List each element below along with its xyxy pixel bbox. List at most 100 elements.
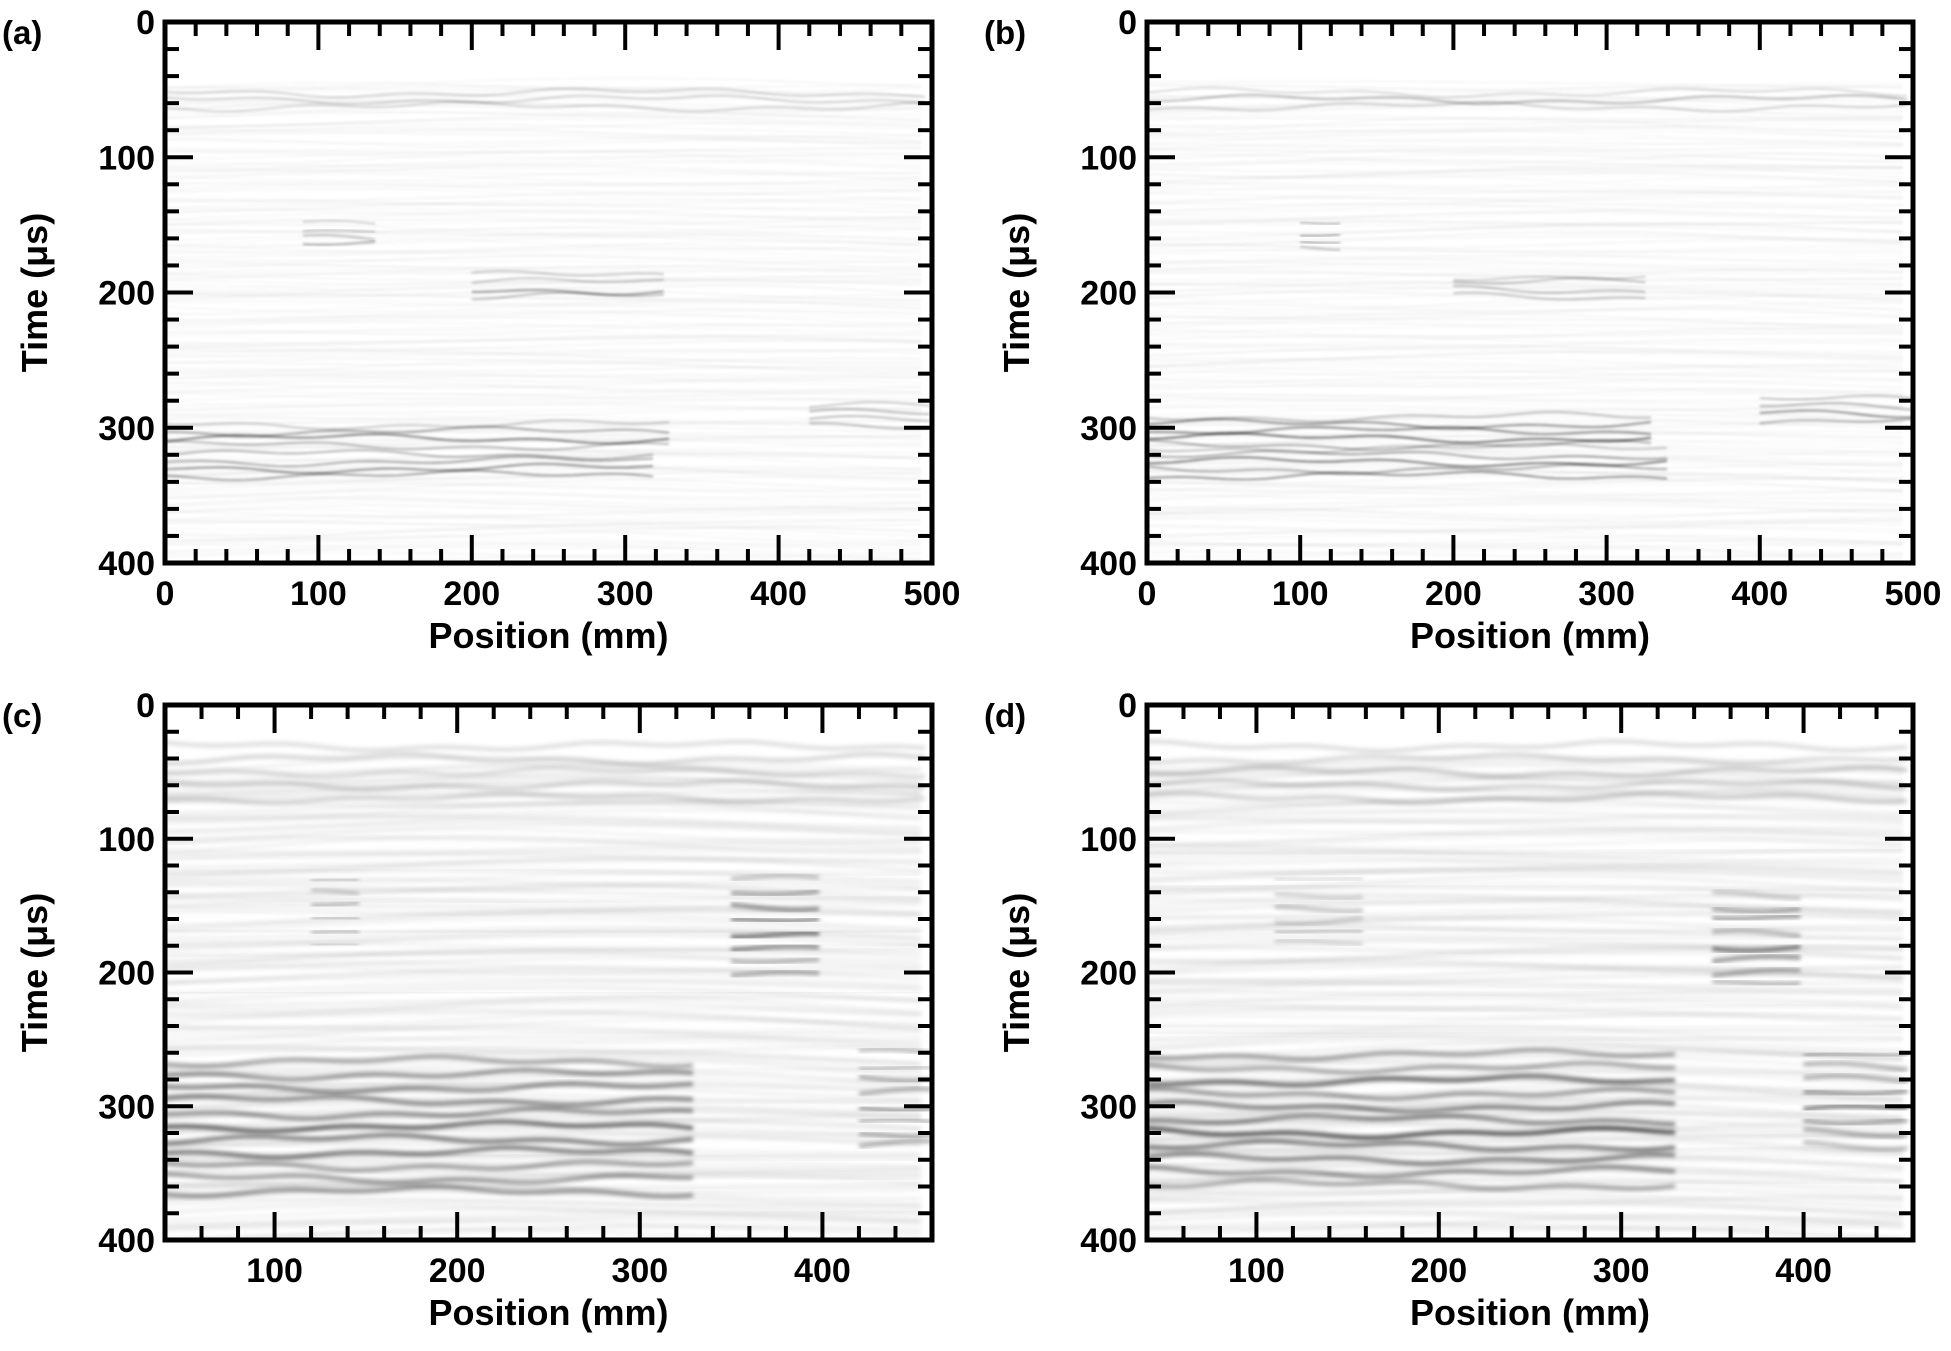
reflection-band	[1147, 86, 1908, 99]
reflection-band	[1147, 1060, 1675, 1075]
panel-label: (a)	[2, 14, 42, 51]
x-tick-label: 400	[1775, 1252, 1832, 1290]
x-tick-label: 200	[1425, 575, 1482, 613]
reflection-band	[730, 873, 820, 881]
panel-label: (c)	[2, 697, 42, 734]
reflection-band	[165, 1172, 694, 1185]
reflection-band	[1147, 1178, 1676, 1191]
y-tick-label: 200	[1080, 955, 1137, 993]
reflection-band	[1147, 1113, 1676, 1127]
reflection-band	[165, 1145, 694, 1160]
reflection-band	[165, 765, 926, 779]
reflection-band	[1803, 1140, 1908, 1151]
reflection-band	[1147, 1164, 1676, 1179]
x-tick-label: 400	[794, 1252, 851, 1290]
reflection-band	[1712, 928, 1801, 938]
reflection-band	[1300, 221, 1341, 225]
reflection-band	[165, 1067, 694, 1082]
x-tick-label: 500	[1885, 575, 1942, 613]
reflection-band	[730, 944, 820, 952]
reflection-band	[165, 1081, 694, 1095]
reflection-band	[165, 419, 670, 431]
reflection-band	[1147, 439, 1652, 451]
y-axis-label: Time (μs)	[996, 213, 1037, 372]
y-tick-label: 300	[1080, 410, 1137, 448]
reflection-band	[311, 900, 360, 908]
reflection-band	[1147, 1125, 1676, 1140]
y-tick-label: 100	[1080, 821, 1137, 859]
reflection-band	[1712, 979, 1801, 986]
reflection-band	[858, 1131, 932, 1139]
reflection-band	[165, 778, 926, 792]
reflection-band	[1712, 967, 1801, 978]
reflection-band	[471, 291, 664, 301]
y-tick-label: 200	[98, 955, 155, 993]
reflection-band	[1274, 916, 1363, 926]
panel-1: 0 100 200 300 400 500 0 100 200 300 400 Position (m…	[984, 4, 1941, 656]
x-tick-label: 0	[1138, 575, 1157, 613]
reflection-band	[1759, 409, 1912, 419]
reflection-band	[165, 433, 670, 445]
y-tick-label: 400	[1080, 1222, 1137, 1260]
x-tick-label: 300	[597, 575, 654, 613]
reflection-band	[1147, 1099, 1676, 1114]
reflection-band	[1147, 739, 1908, 754]
x-tick-label: 200	[443, 575, 500, 613]
reflection-band	[165, 94, 926, 106]
reflection-band	[809, 408, 930, 415]
y-tick-label: 200	[1080, 275, 1137, 313]
reflection-band	[165, 87, 926, 99]
reflection-band	[1300, 246, 1341, 251]
y-tick-label: 0	[136, 687, 155, 725]
reflection-band	[1803, 1061, 1908, 1072]
y-tick-label: 400	[1080, 545, 1137, 583]
reflection-band	[1147, 449, 1668, 460]
x-tick-label: 200	[429, 1252, 486, 1290]
reflection-band	[1712, 954, 1801, 964]
x-tick-label: 400	[1731, 575, 1788, 613]
reflection-band	[471, 289, 664, 296]
reflection-band	[859, 1065, 932, 1071]
heatmap-image	[1147, 80, 1912, 558]
reflection-band	[1147, 765, 1908, 779]
reflection-band	[303, 234, 376, 241]
reflection-band	[165, 1094, 694, 1107]
y-tick-label: 300	[98, 1088, 155, 1126]
reflection-band	[165, 469, 654, 482]
reflection-band	[1147, 1047, 1676, 1062]
reflection-band	[1274, 938, 1363, 947]
reflection-band	[809, 401, 930, 409]
reflection-band	[303, 219, 376, 225]
reflection-band	[1803, 1118, 1908, 1126]
x-tick-label: 500	[904, 575, 961, 613]
reflection-band	[1147, 101, 1908, 113]
reflection-band	[1453, 276, 1646, 285]
reflection-band	[858, 1117, 932, 1124]
y-tick-label: 300	[98, 410, 155, 448]
reflection-band	[1147, 470, 1668, 481]
reflection-band	[1147, 1086, 1676, 1101]
reflection-band	[1147, 778, 1908, 792]
reflection-band	[1147, 418, 1652, 430]
reflection-band	[858, 1138, 932, 1148]
reflection-band	[303, 240, 376, 246]
reflection-band	[165, 462, 654, 475]
reflection-band	[165, 1054, 694, 1069]
reflection-band	[1147, 1139, 1676, 1152]
reflection-band	[165, 425, 670, 438]
reflection-band	[165, 752, 926, 766]
reflection-band	[1803, 1051, 1908, 1058]
heatmap-image	[165, 77, 930, 563]
y-tick-label: 100	[1080, 139, 1137, 177]
reflection-band	[1712, 944, 1801, 953]
reflection-band	[165, 449, 654, 461]
y-axis-label: Time (μs)	[996, 893, 1037, 1052]
reflection-band	[1147, 463, 1668, 475]
reflection-band	[1759, 402, 1912, 411]
x-tick-label: 100	[246, 1252, 303, 1290]
reflection-band	[165, 440, 670, 451]
reflection-band	[1453, 284, 1646, 294]
reflection-band	[1274, 876, 1363, 882]
heatmap-image	[1147, 739, 1908, 1240]
